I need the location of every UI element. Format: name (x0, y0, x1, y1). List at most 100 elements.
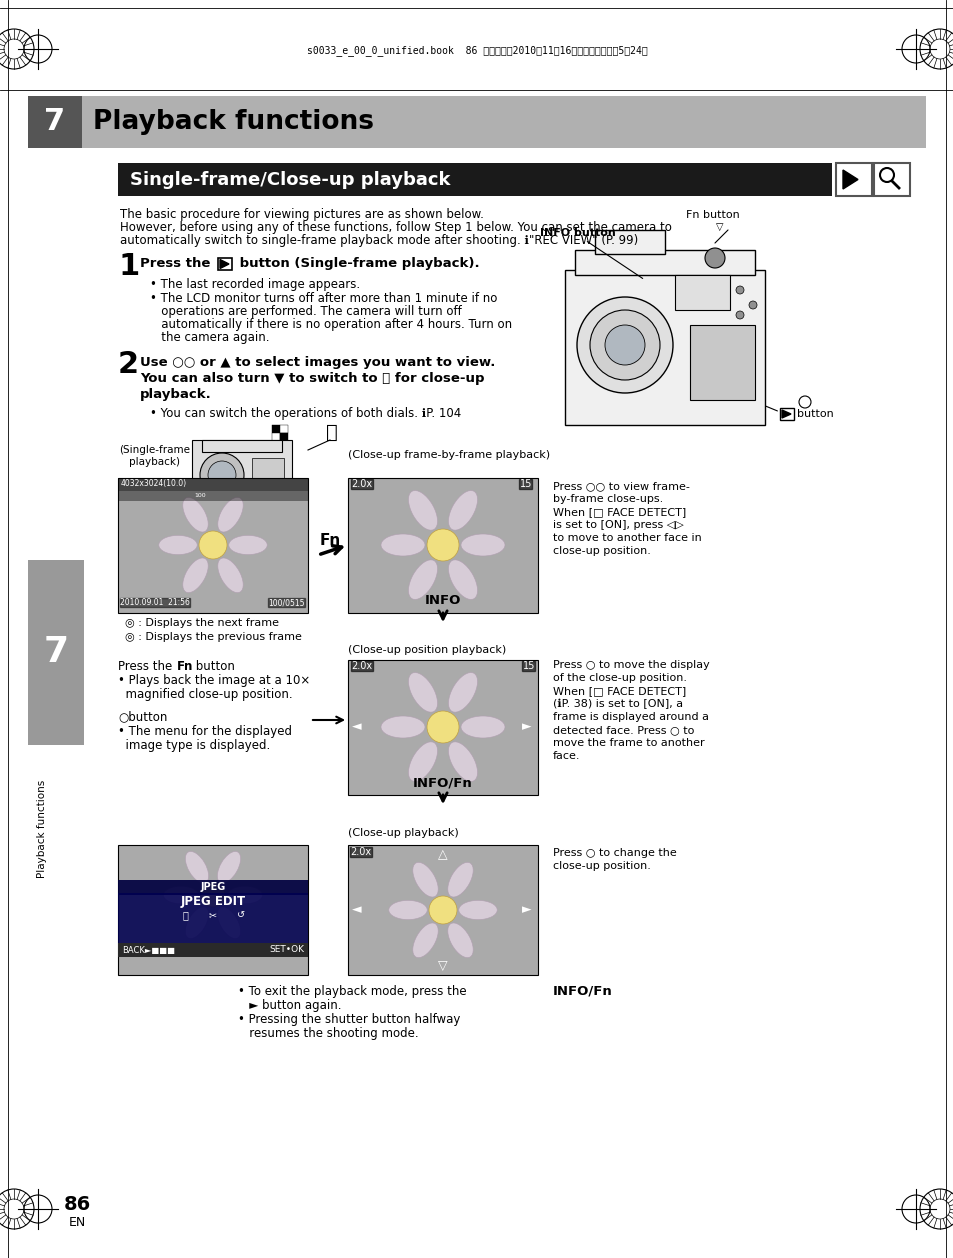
Text: SET•OK: SET•OK (269, 946, 304, 955)
Text: (ℹP. 38) is set to [ON], a: (ℹP. 38) is set to [ON], a (553, 699, 682, 710)
Bar (28, 96, 82, 148)
Text: (Close-up frame-by-frame playback): (Close-up frame-by-frame playback) (348, 450, 550, 460)
Text: △: △ (437, 848, 447, 860)
Text: Use ○○ or ▲ to select images you want to view.: Use ○○ or ▲ to select images you want to… (140, 356, 495, 369)
Text: 7: 7 (44, 635, 69, 669)
Ellipse shape (408, 742, 437, 781)
Polygon shape (842, 170, 857, 189)
Ellipse shape (413, 923, 437, 957)
Text: ▽: ▽ (716, 221, 723, 231)
Ellipse shape (229, 536, 267, 555)
Text: Fn: Fn (177, 660, 193, 673)
Ellipse shape (460, 716, 504, 738)
Text: detected face. Press ○ to: detected face. Press ○ to (553, 725, 694, 735)
Text: ► button again.: ► button again. (237, 999, 341, 1011)
Bar (873, 164, 909, 196)
Bar (118, 881, 308, 894)
Circle shape (429, 896, 456, 923)
Ellipse shape (183, 559, 208, 593)
Ellipse shape (448, 742, 477, 781)
Text: button: button (192, 660, 234, 673)
Ellipse shape (408, 491, 437, 530)
Bar (192, 440, 292, 504)
Text: ✂: ✂ (209, 910, 217, 920)
Bar (675, 276, 729, 309)
Ellipse shape (217, 907, 240, 938)
Circle shape (604, 325, 644, 365)
Text: ◄: ◄ (352, 903, 361, 917)
Text: Press the: Press the (118, 660, 175, 673)
Bar (348, 660, 537, 795)
Text: of the close-up position.: of the close-up position. (553, 673, 686, 683)
Ellipse shape (408, 673, 437, 712)
Text: BACK►■■■: BACK►■■■ (122, 946, 174, 955)
Text: button (Single-frame playback).: button (Single-frame playback). (234, 257, 479, 270)
Text: frame is displayed around a: frame is displayed around a (553, 712, 708, 722)
Bar (873, 164, 909, 196)
Text: 7: 7 (45, 107, 66, 137)
Ellipse shape (380, 533, 424, 556)
Ellipse shape (183, 497, 208, 532)
Bar (118, 491, 308, 501)
Text: Press ○ to move the display: Press ○ to move the display (553, 660, 709, 671)
Text: ⌕: ⌕ (326, 423, 337, 442)
Bar (252, 458, 284, 493)
Ellipse shape (217, 497, 243, 532)
Ellipse shape (227, 886, 262, 903)
Text: You can also turn ▼ to switch to ⌕ for close-up: You can also turn ▼ to switch to ⌕ for c… (140, 372, 484, 385)
Text: 2.0x: 2.0x (351, 479, 372, 489)
Bar (835, 164, 871, 196)
Circle shape (577, 297, 672, 392)
Ellipse shape (460, 533, 504, 556)
Text: Playback functions: Playback functions (92, 109, 374, 135)
Bar (28, 96, 925, 148)
Text: 2010.09.01  21:56: 2010.09.01 21:56 (120, 598, 190, 608)
Text: resumes the shooting mode.: resumes the shooting mode. (237, 1027, 418, 1040)
Text: When [□ FACE DETECT]: When [□ FACE DETECT] (553, 686, 685, 696)
Text: EN: EN (69, 1216, 86, 1229)
Bar (780, 408, 793, 420)
Text: • You can switch the operations of both dials. ℹP. 104: • You can switch the operations of both … (150, 408, 460, 420)
Text: • The menu for the displayed: • The menu for the displayed (118, 725, 292, 738)
Text: (Close-up position playback): (Close-up position playback) (348, 645, 506, 655)
Text: ◎ : Displays the next frame: ◎ : Displays the next frame (125, 618, 278, 628)
Text: ◎ : Displays the previous frame: ◎ : Displays the previous frame (125, 632, 301, 642)
Bar (28, 560, 84, 745)
Ellipse shape (388, 901, 427, 920)
Text: However, before using any of these functions, follow Step 1 below. You can set t: However, before using any of these funct… (120, 221, 671, 234)
Ellipse shape (163, 886, 198, 903)
Text: • The last recorded image appears.: • The last recorded image appears. (150, 278, 359, 291)
Text: is set to [ON], press ◁▷: is set to [ON], press ◁▷ (553, 520, 683, 530)
Text: operations are performed. The camera will turn off: operations are performed. The camera wil… (150, 304, 461, 318)
Text: 2: 2 (118, 350, 139, 379)
Circle shape (704, 248, 724, 268)
Circle shape (199, 531, 227, 559)
Ellipse shape (158, 536, 197, 555)
Text: • The LCD monitor turns off after more than 1 minute if no: • The LCD monitor turns off after more t… (150, 292, 497, 304)
Bar (595, 230, 664, 254)
Text: Press ○○ to view frame-: Press ○○ to view frame- (553, 481, 689, 491)
Bar (564, 270, 764, 425)
Ellipse shape (185, 852, 209, 883)
Text: When [□ FACE DETECT]: When [□ FACE DETECT] (553, 507, 685, 517)
Circle shape (735, 311, 743, 320)
Ellipse shape (217, 852, 240, 883)
Circle shape (427, 530, 458, 561)
Text: 15: 15 (522, 660, 535, 671)
Text: ⎙: ⎙ (182, 910, 188, 920)
Text: face.: face. (553, 751, 579, 761)
Circle shape (735, 286, 743, 294)
Ellipse shape (458, 901, 497, 920)
Bar (280, 433, 288, 442)
Text: playback): playback) (130, 457, 180, 467)
Text: 86: 86 (63, 1195, 91, 1214)
Ellipse shape (413, 862, 437, 897)
Text: ▽: ▽ (437, 959, 447, 972)
Text: ◄: ◄ (352, 721, 361, 733)
Text: automatically if there is no operation after 4 hours. Turn on: automatically if there is no operation a… (150, 318, 512, 331)
Ellipse shape (448, 673, 477, 712)
Polygon shape (220, 259, 229, 268)
Circle shape (208, 460, 235, 489)
Bar (118, 164, 831, 196)
Text: JPEG: JPEG (200, 882, 226, 892)
